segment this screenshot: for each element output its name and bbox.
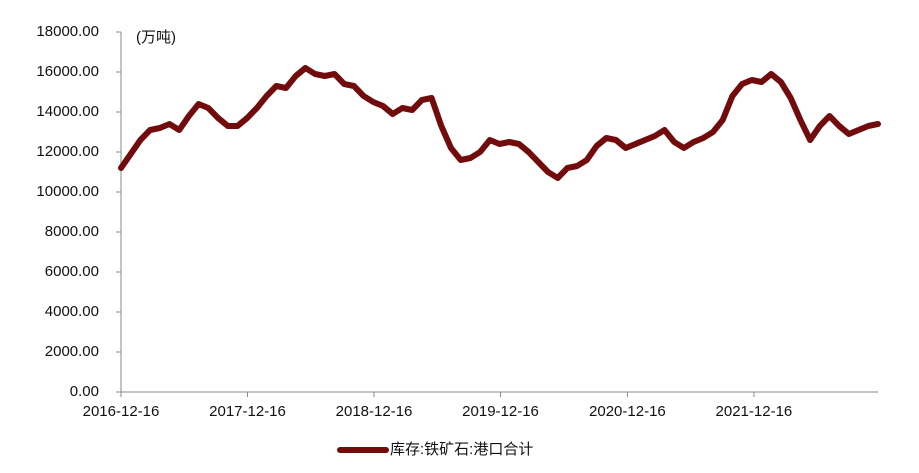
y-tick-label: 18000.00 xyxy=(36,23,99,40)
x-tick-label: 2017-12-16 xyxy=(209,403,286,420)
x-tick-label: 2021-12-16 xyxy=(716,403,793,420)
y-tick-label: 0.00 xyxy=(70,383,99,400)
y-tick-label: 2000.00 xyxy=(45,343,99,360)
y-tick-label: 10000.00 xyxy=(36,183,99,200)
x-tick-label: 2019-12-16 xyxy=(462,403,539,420)
x-tick-label: 2018-12-16 xyxy=(336,403,413,420)
line xyxy=(118,65,881,181)
legend-label: 库存:铁矿石:港口合计 xyxy=(390,441,533,458)
y-tick-label: 6000.00 xyxy=(45,263,99,280)
y-tick-label: 12000.00 xyxy=(36,143,99,160)
x-tick-label: 2016-12-16 xyxy=(83,403,160,420)
x-tick-label: 2020-12-16 xyxy=(589,403,666,420)
y-tick-label: 8000.00 xyxy=(45,223,99,240)
y-tick-label: 14000.00 xyxy=(36,103,99,120)
y-tick-label: 4000.00 xyxy=(45,303,99,320)
unit-label: (万吨) xyxy=(136,29,176,46)
y-tick-label: 16000.00 xyxy=(36,63,99,80)
